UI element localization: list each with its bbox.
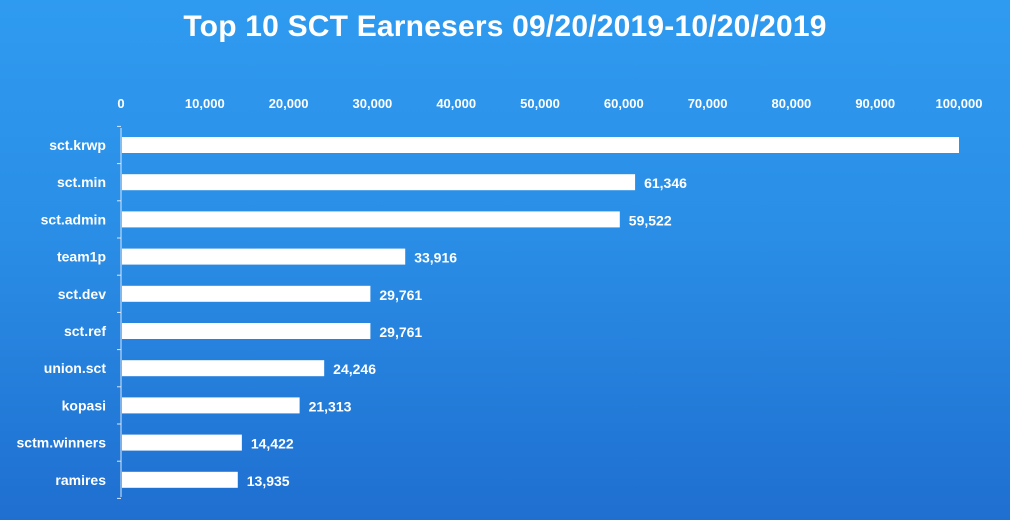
data-label: 33,916	[414, 250, 457, 266]
bar-union.sct	[122, 360, 325, 377]
category-label: sct.dev	[58, 286, 106, 302]
x-tick-label: 90,000	[855, 96, 895, 111]
x-tick-label: 50,000	[520, 96, 560, 111]
chart-title: Top 10 SCT Earnesers 09/20/2019-10/20/20…	[183, 10, 827, 43]
category-label: union.sct	[44, 360, 107, 376]
bar-sctm.winners	[122, 434, 242, 451]
x-tick-label: 70,000	[688, 96, 728, 111]
x-tick-label: 10,000	[185, 96, 225, 111]
data-label: 14,422	[251, 436, 294, 452]
data-label: 29,761	[379, 324, 422, 340]
bar-sct.krwp	[122, 137, 959, 153]
data-label: 59,522	[629, 212, 672, 228]
bar-sct.admin	[122, 211, 620, 228]
category-label: sct.admin	[41, 211, 106, 227]
data-label: 21,313	[309, 398, 352, 414]
bar-ramires	[122, 471, 238, 488]
x-tick-label: 20,000	[269, 96, 309, 111]
category-label: sct.ref	[64, 323, 106, 339]
bar-sct.dev	[122, 285, 371, 302]
bar-kopasi	[122, 397, 300, 414]
category-label: team1p	[57, 249, 106, 265]
bar-sct.ref	[122, 323, 371, 339]
data-label: 13,935	[247, 473, 290, 489]
category-label: kopasi	[62, 397, 106, 413]
category-label: sctm.winners	[17, 435, 107, 451]
data-label: 61,346	[644, 175, 687, 191]
x-tick-label: 100,000	[936, 96, 983, 111]
x-tick-label: 80,000	[772, 96, 812, 111]
x-tick-label: 40,000	[436, 96, 476, 111]
category-label: sct.krwp	[49, 137, 106, 153]
data-label: 24,246	[333, 361, 376, 377]
bar-sct.min	[122, 174, 636, 191]
category-label: sct.min	[57, 174, 106, 190]
category-label: ramires	[55, 472, 106, 488]
bar-team1p	[122, 248, 406, 265]
data-label: 29,761	[379, 287, 422, 303]
x-tick-label: 60,000	[604, 96, 644, 111]
x-tick-label: 30,000	[353, 96, 393, 111]
x-tick-label: 0	[117, 96, 124, 111]
